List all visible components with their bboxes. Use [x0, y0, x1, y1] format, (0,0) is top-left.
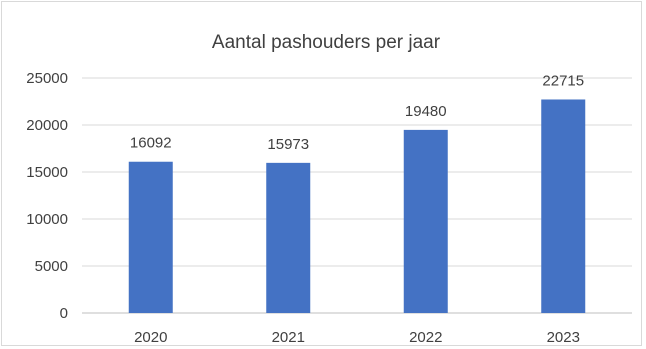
x-tick-label: 2023 — [547, 329, 580, 346]
y-tick-label: 20000 — [26, 117, 68, 134]
chart-title: Aantal pashouders per jaar — [212, 32, 441, 53]
data-label: 16092 — [130, 135, 172, 152]
x-tick-label: 2021 — [272, 329, 305, 346]
bar-2023 — [541, 99, 586, 313]
bar-2021 — [266, 162, 311, 313]
gridlines — [82, 77, 632, 314]
bar-2020 — [128, 161, 173, 313]
data-label: 15973 — [267, 136, 309, 153]
y-tick-label: 5000 — [35, 258, 68, 275]
y-tick-label: 0 — [60, 305, 68, 322]
x-axis-ticks: 2020 2021 2022 2023 — [134, 329, 580, 346]
data-label: 22715 — [542, 72, 584, 89]
x-tick-label: 2020 — [134, 329, 167, 346]
data-labels: 16092 15973 19480 22715 — [130, 72, 584, 152]
y-tick-label: 25000 — [26, 70, 68, 87]
x-tick-label: 2022 — [409, 329, 442, 346]
bars — [128, 99, 586, 313]
y-axis-ticks: 0 5000 10000 15000 20000 25000 — [26, 70, 68, 322]
y-tick-label: 15000 — [26, 164, 68, 181]
bar-2022 — [403, 129, 448, 313]
data-label: 19480 — [405, 103, 447, 120]
y-tick-label: 10000 — [26, 211, 68, 228]
